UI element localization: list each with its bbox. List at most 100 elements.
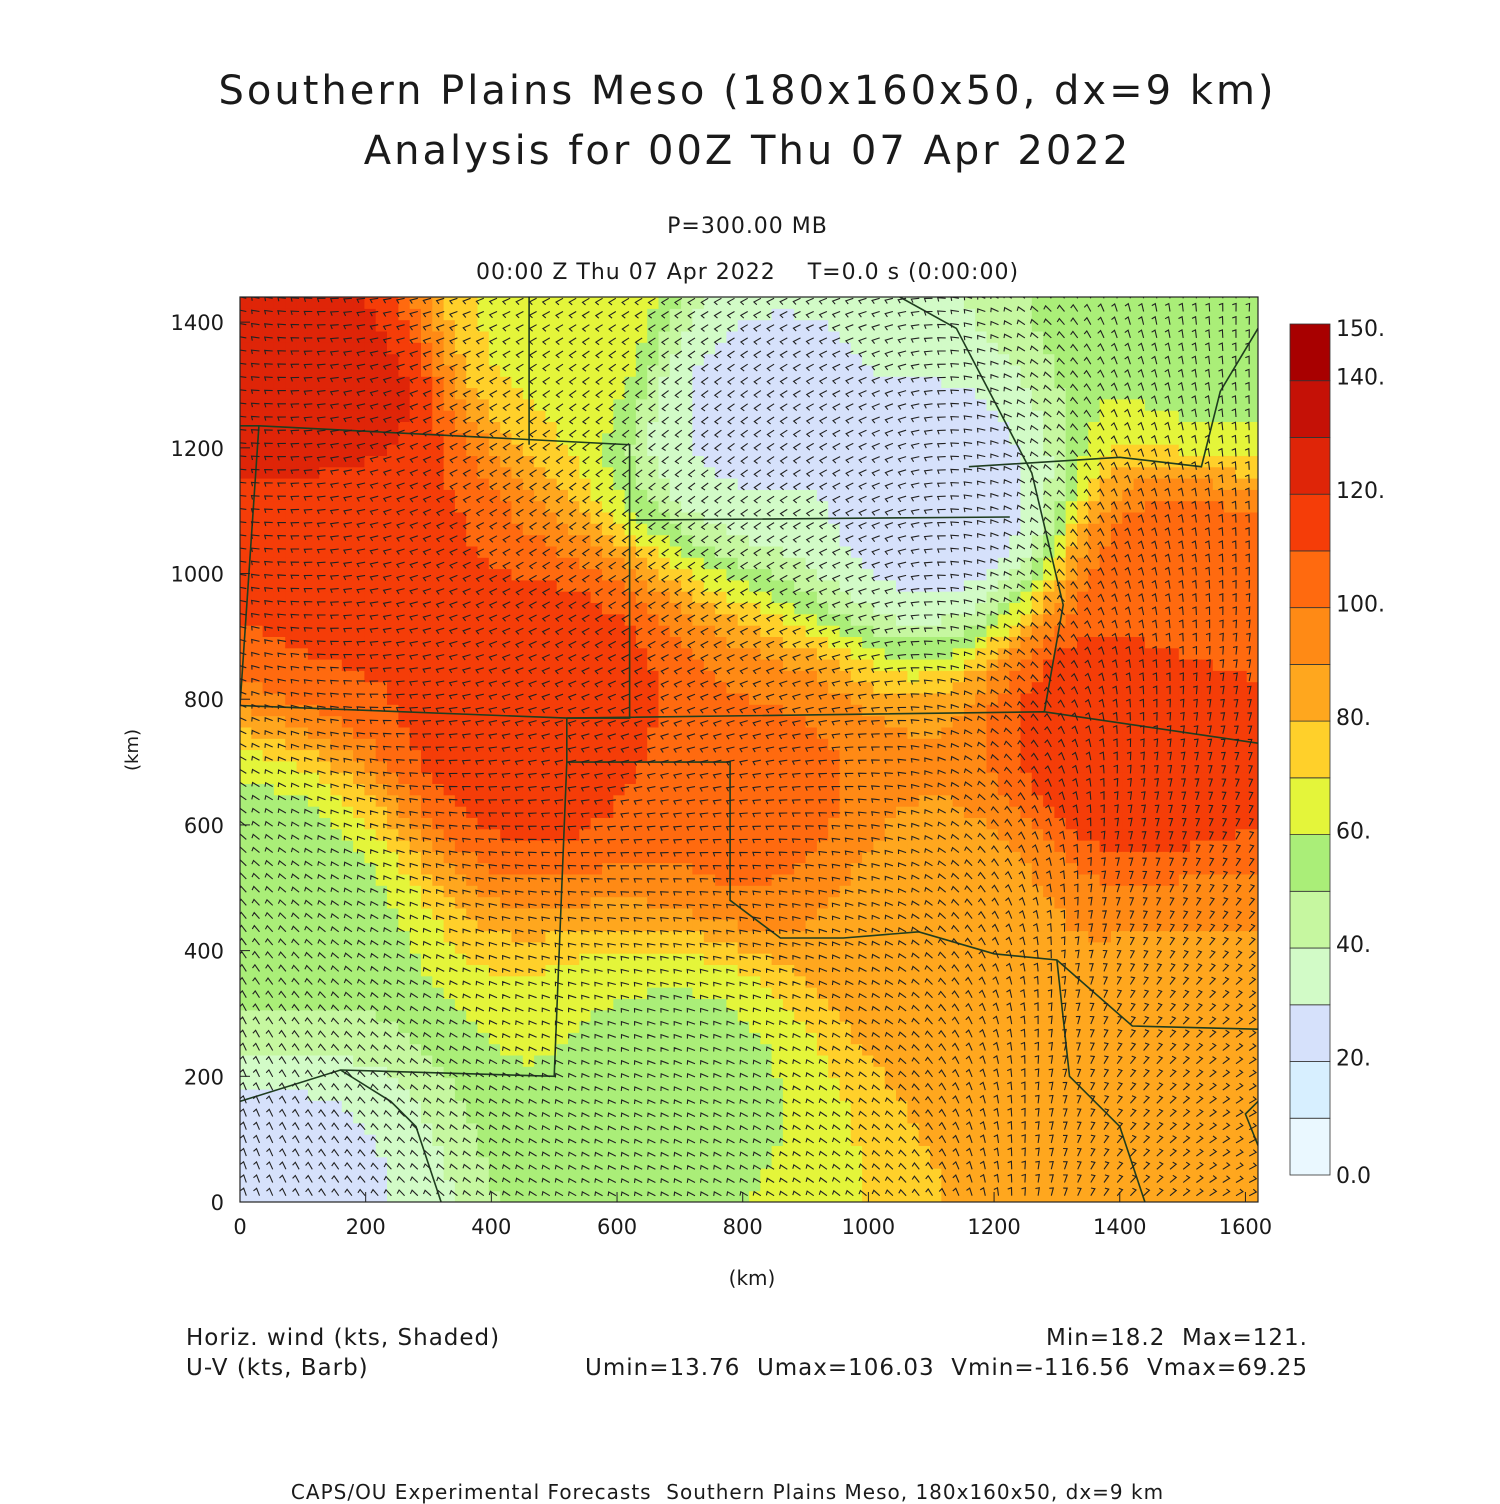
field-cell — [454, 817, 467, 830]
field-cell — [443, 297, 456, 309]
field-cell — [715, 511, 727, 524]
field-cell — [432, 557, 445, 570]
field-cell — [387, 919, 399, 932]
field-cell — [341, 953, 354, 965]
field-cell — [398, 1156, 411, 1169]
field-cell — [828, 1009, 841, 1022]
field-cell — [273, 964, 286, 977]
field-cell — [273, 523, 286, 536]
field-cell — [816, 647, 829, 660]
field-cell — [319, 930, 332, 943]
field-cell — [454, 398, 467, 411]
field-cell — [907, 1134, 920, 1146]
field-cell — [579, 726, 592, 739]
field-cell — [285, 681, 298, 694]
field-cell — [918, 523, 931, 536]
field-cell — [635, 511, 648, 524]
field-cell — [805, 998, 818, 1011]
field-cell — [568, 726, 580, 739]
field-cell — [737, 1111, 750, 1124]
field-cell — [805, 704, 818, 717]
field-cell — [850, 398, 863, 411]
field-cell — [771, 557, 784, 570]
field-cell — [477, 410, 490, 422]
field-cell — [534, 591, 546, 603]
field-cell — [794, 421, 807, 434]
field-cell — [568, 534, 580, 547]
field-cell — [330, 398, 343, 411]
field-cell — [839, 1077, 852, 1090]
field-cell — [488, 987, 501, 999]
field-cell — [816, 613, 829, 626]
field-cell — [240, 670, 252, 683]
field-cell — [850, 840, 863, 852]
field-cell — [330, 319, 343, 332]
field-cell — [896, 1009, 908, 1022]
field-cell — [556, 919, 569, 932]
field-cell — [432, 1032, 445, 1045]
field-cell — [454, 704, 467, 717]
field-cell — [375, 964, 388, 977]
field-cell — [364, 749, 377, 762]
field-cell — [602, 1168, 614, 1180]
field-cell — [398, 817, 411, 830]
field-cell — [262, 975, 275, 988]
field-cell — [941, 919, 954, 932]
field-cell — [330, 1122, 343, 1135]
field-cell — [930, 851, 942, 864]
field-cell — [816, 1100, 829, 1113]
field-cell — [602, 568, 614, 581]
field-cell — [850, 421, 863, 434]
field-cell — [613, 523, 626, 536]
field-cell — [534, 919, 546, 932]
field-cell — [715, 1032, 727, 1045]
field-cell — [454, 953, 467, 965]
field-cell — [692, 941, 705, 954]
field-cell — [262, 376, 275, 389]
field-cell — [658, 511, 671, 524]
field-cell — [568, 772, 580, 784]
field-cell — [319, 862, 332, 875]
field-cell — [918, 1077, 931, 1090]
field-cell — [454, 1021, 467, 1033]
field-cell — [545, 1179, 558, 1192]
field-cell — [941, 953, 954, 965]
field-cell — [488, 806, 501, 818]
field-cell — [330, 444, 343, 456]
field-cell — [658, 941, 671, 954]
field-cell — [862, 579, 874, 592]
field-cell — [669, 987, 682, 999]
field-cell — [782, 1077, 795, 1090]
field-cell — [715, 941, 727, 954]
field-cell — [545, 466, 558, 479]
field-cell — [692, 500, 705, 513]
field-cell — [454, 1190, 467, 1202]
field-cell — [556, 444, 569, 456]
field-cell — [375, 738, 388, 751]
field-cell — [421, 953, 433, 965]
field-cell — [262, 851, 275, 864]
field-cell — [624, 625, 637, 637]
field-cell — [647, 376, 660, 389]
field-cell — [387, 840, 399, 852]
field-cell — [873, 1032, 886, 1045]
field-cell — [749, 398, 761, 411]
field-cell — [556, 625, 569, 637]
field-cell — [477, 1111, 490, 1124]
field-cell — [522, 907, 535, 920]
field-cell — [896, 873, 908, 886]
field-cell — [873, 964, 886, 977]
field-cell — [918, 749, 931, 762]
field-cell — [941, 1032, 954, 1045]
field-cell — [341, 1134, 354, 1146]
field-cell — [805, 602, 818, 615]
field-cell — [771, 1179, 784, 1192]
field-cell — [862, 975, 874, 988]
field-cell — [273, 715, 286, 728]
field-cell — [635, 749, 648, 762]
field-cell — [602, 466, 614, 479]
field-cell — [296, 828, 309, 841]
field-cell — [568, 613, 580, 626]
field-cell — [341, 410, 354, 422]
field-cell — [364, 410, 377, 422]
